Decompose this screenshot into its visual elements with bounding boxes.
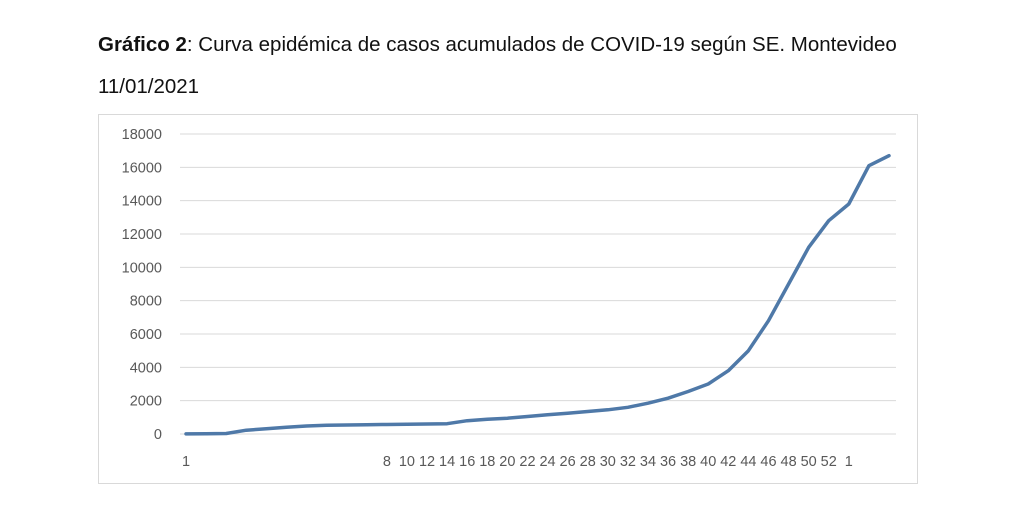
y-tick-label: 12000 [122,227,162,243]
series-line [186,156,889,434]
x-tick-label: 1 [182,454,190,470]
x-tick-label: 50 [801,454,817,470]
x-tick-label: 52 [821,454,837,470]
y-tick-label: 14000 [122,194,162,210]
y-tick-label: 0 [154,427,162,443]
x-tick-label: 36 [660,454,676,470]
x-tick-label: 28 [580,454,596,470]
x-tick-label: 1 [845,454,853,470]
y-axis-ticks: 0 2000 4000 6000 8000 10000 12000 14000 16000 180… [122,127,162,443]
x-tick-label: 44 [740,454,756,470]
x-tick-label: 14 [439,454,455,470]
y-tick-label: 16000 [122,160,162,176]
x-tick-label: 32 [620,454,636,470]
x-tick-label: 16 [459,454,475,470]
series-layer [186,156,889,434]
x-tick-label: 24 [539,454,555,470]
x-tick-label: 40 [700,454,716,470]
y-tick-label: 18000 [122,127,162,143]
y-tick-label: 8000 [130,294,162,310]
x-tick-label: 20 [499,454,515,470]
x-tick-label: 10 [399,454,415,470]
x-axis-ticks: 1 8 10 12 14 16 18 20 22 24 26 28 30 32 34 36 38 40 42 44 46… [182,454,853,470]
y-tick-label: 6000 [130,327,162,343]
x-tick-label: 42 [720,454,736,470]
x-tick-label: 46 [760,454,776,470]
x-tick-label: 30 [600,454,616,470]
x-tick-label: 34 [640,454,656,470]
x-tick-label: 22 [519,454,535,470]
x-tick-label: 18 [479,454,495,470]
y-tick-label: 2000 [130,394,162,410]
y-tick-label: 10000 [122,260,162,276]
x-tick-label: 8 [383,454,391,470]
y-tick-label: 4000 [130,360,162,376]
x-tick-label: 26 [560,454,576,470]
x-tick-label: 38 [680,454,696,470]
x-tick-label: 12 [419,454,435,470]
x-tick-label: 48 [781,454,797,470]
